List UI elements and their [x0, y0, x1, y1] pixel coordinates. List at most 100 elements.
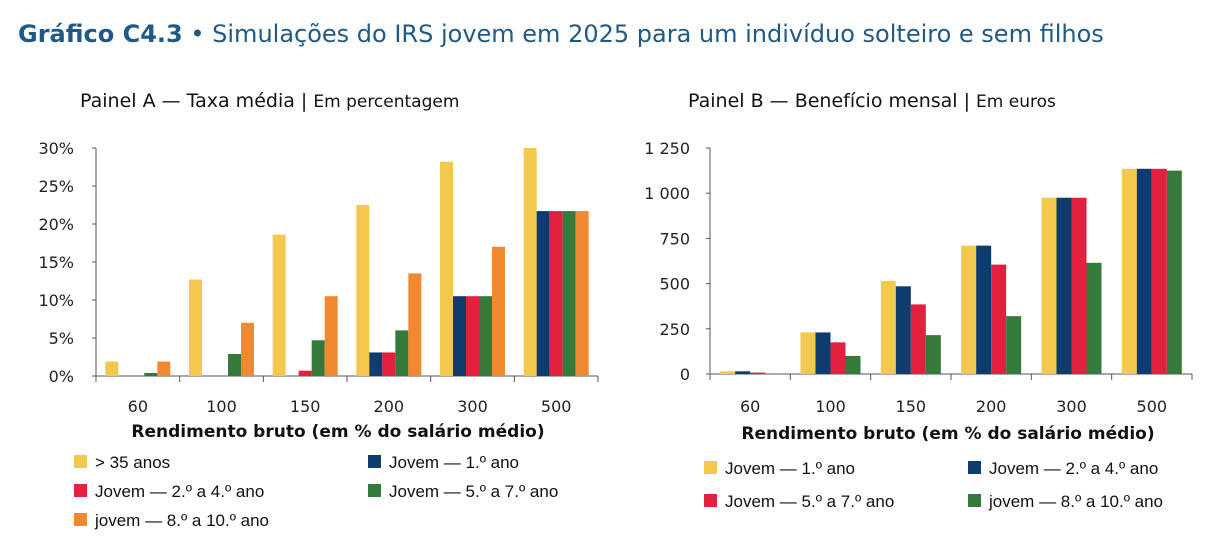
panel-a-bar	[492, 246, 505, 376]
panel-a-x-tick-label: 500	[541, 397, 572, 416]
panel-a-y-tick-label: 25%	[38, 177, 74, 196]
panel-a-bar	[369, 352, 383, 376]
panel-a-legend-swatch	[368, 455, 381, 468]
panel-b-bar	[830, 342, 846, 374]
panel-a-y-tick-label: 5%	[49, 329, 74, 348]
panel-b-title: Painel B — Benefício mensal | Em euros	[688, 90, 1056, 112]
panel-b-y-tick-label: 500	[659, 275, 690, 294]
panel-b-bar	[1121, 168, 1137, 374]
panel-a-bar	[382, 352, 396, 376]
panel-b-bar	[1006, 316, 1022, 374]
panel-a-bar	[562, 211, 576, 376]
panel-a-y-tick-label: 30%	[38, 139, 74, 158]
panel-b-title-text: Painel B — Benefício mensal	[688, 90, 958, 112]
panel-a-bar	[440, 161, 453, 376]
panel-a-title: Painel A — Taxa média | Em percentagem	[80, 90, 460, 112]
chart-title-prefix: Gráfico C4.3	[18, 20, 183, 48]
panel-a-title-text: Painel A — Taxa média	[80, 90, 295, 112]
panel-b-x-tick-label: 150	[896, 397, 927, 416]
panel-a-bar	[189, 279, 202, 376]
panel-a-x-tick-label: 200	[374, 397, 405, 416]
panel-a-bar	[228, 353, 241, 376]
panel-b-legend-swatch	[968, 494, 981, 507]
panel-a-x-axis-title: Rendimento bruto (em % do salário médio)	[131, 422, 544, 442]
panel-a-legend-swatch	[74, 484, 87, 497]
panel-a-bar	[536, 211, 550, 376]
chart-title-separator: •	[190, 20, 205, 48]
panel-b-legend-label: Jovem — 2.º a 4.º ano	[989, 459, 1158, 478]
panel-b-unit: Em euros	[976, 92, 1056, 112]
panel-a-y-tick-label: 10%	[38, 291, 74, 310]
panel-a-bar	[324, 296, 338, 376]
panel-b-y-tick-label: 250	[659, 320, 690, 339]
panel-b-bar	[720, 371, 736, 374]
panel-b-x-axis-title: Rendimento bruto (em % do salário médio)	[741, 424, 1154, 444]
panel-b-y-tick-label: 0	[680, 365, 690, 384]
panel-a-legend-label: > 35 anos	[95, 453, 170, 472]
panel-a-bar	[356, 205, 370, 376]
panel-a-bar	[395, 330, 409, 376]
panel-a-legend-label: Jovem — 2.º a 4.º ano	[95, 482, 264, 501]
panel-a-bar	[157, 361, 171, 376]
panel-b-bar	[1056, 197, 1072, 374]
panel-b-bar	[1166, 170, 1182, 374]
panel-a-legend-label: jovem — 8.º a 10.º ano	[94, 511, 269, 530]
panel-b-bar	[880, 280, 896, 374]
panel-a-legend-swatch	[74, 513, 87, 526]
panel-b-legend-label: Jovem — 1.º ano	[725, 459, 855, 478]
panel-a-bar	[272, 234, 286, 376]
panel-a-x-tick-label: 150	[290, 397, 321, 416]
panel-a-bar	[453, 296, 466, 376]
panel-a-bar	[479, 296, 492, 376]
panel-a-y-tick-label: 0%	[49, 367, 74, 386]
panel-b-bar	[991, 264, 1007, 374]
panel-b-x-tick-label: 300	[1056, 397, 1087, 416]
panel-a-x-tick-label: 60	[128, 397, 148, 416]
panel-a-legend-label: Jovem — 1.º ano	[389, 453, 519, 472]
panel-a-unit: Em percentagem	[313, 92, 460, 112]
panel-b-chart: 0 250 500 750 1 000 1 250 60 100 150 200 300 500 Ren…	[644, 139, 1193, 511]
panel-b-bar	[845, 355, 861, 374]
panel-b-bar	[800, 332, 816, 374]
panel-b-y-tick-label: 1 000	[644, 184, 690, 203]
panel-a-x-tick-label: 300	[457, 397, 488, 416]
panel-a-bar	[523, 148, 537, 376]
panel-b-legend-label: Jovem — 5.º a 7.º ano	[725, 492, 894, 511]
panel-b-y-tick-label: 750	[659, 229, 690, 248]
panel-b-bar	[1041, 197, 1057, 374]
panel-b-legend-swatch	[968, 461, 981, 474]
panel-a-bar	[549, 211, 563, 376]
panel-a-bar	[298, 370, 312, 376]
panel-b-bar	[961, 245, 977, 374]
panel-b-bar	[1151, 168, 1167, 374]
panel-a-y-tick-label: 20%	[38, 215, 74, 234]
chart-title: Gráfico C4.3 • Simulações do IRS jovem e…	[18, 20, 1104, 48]
panel-b-bar	[1136, 168, 1152, 374]
panel-b-legend-swatch	[704, 494, 717, 507]
panel-b-legend-swatch	[704, 461, 717, 474]
panel-a-legend-swatch	[74, 455, 87, 468]
panel-b-bar	[895, 286, 911, 374]
panel-b-legend-label: jovem — 8.º a 10.º ano	[988, 492, 1163, 511]
panel-b-x-tick-label: 100	[815, 397, 846, 416]
panel-a-bar	[105, 361, 119, 376]
panel-a-bar	[311, 340, 325, 376]
panel-a-bar	[575, 211, 589, 376]
panel-b-bar	[750, 372, 766, 374]
panel-b-bar	[1086, 262, 1102, 374]
panel-b-bar	[976, 245, 992, 374]
panel-b-bar	[910, 304, 926, 374]
panel-b-bar	[735, 371, 751, 374]
panel-b-bar	[1071, 197, 1087, 374]
panel-b-bar	[925, 335, 941, 374]
panel-a-x-tick-label: 100	[206, 397, 237, 416]
panel-a-legend-swatch	[368, 484, 381, 497]
panel-b-x-tick-label: 60	[740, 397, 760, 416]
panel-b-bar	[815, 332, 831, 374]
panel-a-bar	[466, 296, 479, 376]
panel-b-x-tick-label: 200	[976, 397, 1007, 416]
panel-a-bar	[408, 273, 422, 376]
panel-a-y-tick-label: 15%	[38, 253, 74, 272]
panel-a-chart: 0% 5% 10% 15% 20% 25% 30% 60 100 150 200 300 500 Rend…	[38, 139, 599, 530]
